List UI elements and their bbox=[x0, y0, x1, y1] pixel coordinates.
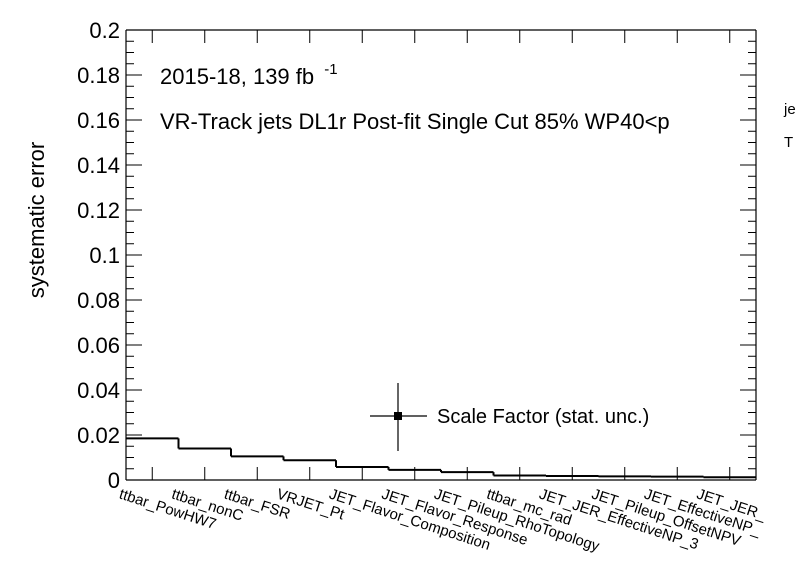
y-tick-label: 0.02 bbox=[77, 423, 120, 448]
y-tick-label: 0.16 bbox=[77, 108, 120, 133]
y-tick-label: 0.1 bbox=[89, 243, 120, 268]
clipped-subscript-t: T bbox=[784, 134, 793, 151]
clipped-subscript-je: je bbox=[783, 101, 796, 118]
selection-annotation: VR-Track jets DL1r Post-fit Single Cut 8… bbox=[160, 109, 670, 134]
y-axis-tick-labels: 0 0.02 0.04 0.06 0.08 0.1 0.12 0.14 0.16 0.18 0.2 bbox=[77, 18, 120, 493]
y-axis-ticks bbox=[126, 29, 756, 481]
y-tick-label: 0.12 bbox=[77, 198, 120, 223]
legend-label: Scale Factor (stat. unc.) bbox=[437, 406, 649, 428]
y-tick-label: 0.04 bbox=[77, 378, 120, 403]
y-tick-label: 0.18 bbox=[77, 63, 120, 88]
legend-marker-square bbox=[394, 412, 402, 420]
y-tick-label: 0 bbox=[108, 468, 120, 493]
legend: Scale Factor (stat. unc.) bbox=[370, 383, 649, 451]
y-axis-label: systematic error bbox=[24, 142, 49, 298]
y-tick-label: 0.08 bbox=[77, 288, 120, 313]
y-tick-label: 0.14 bbox=[77, 153, 120, 178]
y-tick-label: 0.2 bbox=[89, 18, 120, 43]
lumi-superscript: -1 bbox=[324, 61, 337, 78]
lumi-annotation: 2015-18, 139 fb -1 bbox=[160, 61, 338, 89]
lumi-text: 2015-18, 139 fb bbox=[160, 64, 314, 89]
x-axis-category-labels: ttbar_PowHW7ttbar_nonCttbar_FSRVRJET_PtJ… bbox=[117, 486, 769, 556]
y-tick-label: 0.06 bbox=[77, 333, 120, 358]
histogram-steps bbox=[126, 437, 756, 479]
